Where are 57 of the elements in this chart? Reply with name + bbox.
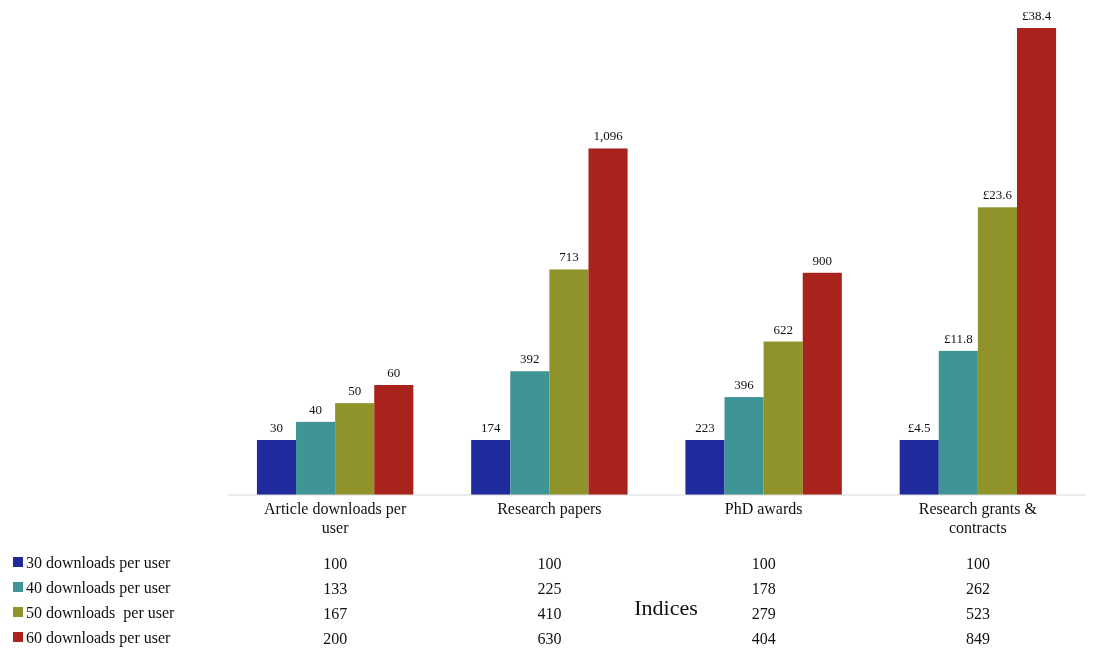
data-label: 849 — [965, 630, 990, 647]
x-axis-title: Indices — [634, 595, 698, 620]
data-label: 178 — [751, 580, 776, 597]
data-label: 410 — [537, 605, 562, 622]
bar — [802, 272, 842, 495]
annotation: 713 — [559, 249, 579, 265]
data-label: 133 — [323, 580, 348, 597]
annotation: 622 — [773, 321, 793, 337]
bar — [256, 439, 297, 495]
data-label: 279 — [751, 605, 776, 622]
text: £38.4 — [1021, 8, 1052, 23]
legend-label: 60 downloads per user — [26, 629, 172, 647]
data-label: 404 — [751, 630, 776, 647]
legend-label: 50 downloads per user — [26, 604, 176, 622]
annotation: 174 — [480, 419, 501, 435]
data-label: 630 — [537, 630, 562, 647]
x-tick-label: PhD awards — [724, 500, 803, 517]
annotation: £23.6 — [982, 187, 1013, 203]
annotation: 40 — [309, 401, 323, 417]
data-label: 225 — [537, 580, 562, 597]
annotation: 1,096 — [593, 128, 624, 144]
x-tick-label: Research papers — [497, 500, 602, 518]
data-label: 100 — [751, 555, 776, 572]
data-label: 100 — [323, 555, 348, 572]
x-tick-label: Article downloads per user — [264, 500, 407, 536]
annotation: 223 — [695, 419, 715, 435]
data-label: 523 — [965, 605, 990, 622]
bar — [763, 341, 803, 495]
bar — [335, 403, 375, 495]
bar — [510, 371, 550, 495]
annotation: 392 — [520, 351, 540, 367]
data-label: 100 — [537, 555, 562, 572]
annotation: 900 — [812, 252, 833, 268]
annotation: 30 — [269, 419, 283, 435]
legend-label: 40 downloads per user — [26, 579, 172, 597]
bar — [374, 384, 414, 495]
data-label: 167 — [323, 605, 348, 622]
data-label: 262 — [965, 580, 990, 597]
legend-label: 30 downloads per user — [26, 554, 172, 572]
bar — [938, 350, 978, 495]
bar — [724, 397, 764, 495]
bar — [471, 439, 511, 495]
bar — [899, 439, 939, 495]
annotation: £11.8 — [943, 330, 973, 346]
bar — [977, 207, 1017, 495]
bar — [296, 421, 336, 495]
data-label: 200 — [323, 630, 348, 647]
bar — [588, 148, 628, 495]
annotation: 396 — [734, 377, 755, 393]
annotation: 50 — [348, 383, 362, 399]
annotation: 60 — [387, 364, 401, 380]
bar — [549, 269, 589, 495]
x-tick-label: Research grants & contracts — [918, 500, 1038, 536]
bar — [685, 439, 725, 495]
bar — [1016, 28, 1057, 495]
data-label: 100 — [965, 555, 990, 572]
annotation: £4.5 — [907, 419, 931, 435]
